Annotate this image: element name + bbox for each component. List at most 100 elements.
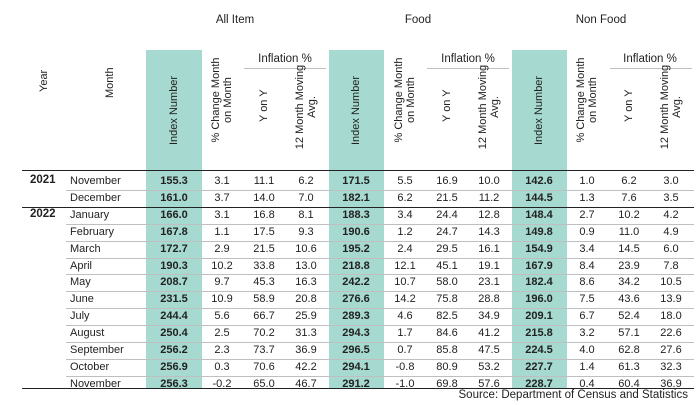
inflation-divider xyxy=(427,68,509,69)
value-cell: 34.2 xyxy=(618,276,640,289)
value-cell: 167.9 xyxy=(525,259,553,272)
value-cell: 5.6 xyxy=(214,310,230,323)
value-cell: 10.5 xyxy=(660,276,682,289)
value-cell: 3.0 xyxy=(663,175,679,187)
value-cell: 24.4 xyxy=(436,208,458,221)
value-cell: 6.2 xyxy=(397,191,413,204)
value-cell: 8.1 xyxy=(298,208,314,221)
month-cell: July xyxy=(70,310,90,323)
value-cell: 0.9 xyxy=(579,225,595,238)
value-cell: 10.2 xyxy=(618,208,640,221)
value-cell: 190.3 xyxy=(160,259,188,272)
value-cell: 276.6 xyxy=(342,293,370,306)
group-header: Food xyxy=(404,14,432,26)
value-cell: 0.7 xyxy=(397,344,413,356)
value-cell: 209.1 xyxy=(525,310,553,323)
value-cell: 3.2 xyxy=(579,327,595,340)
value-cell: 218.8 xyxy=(342,259,370,272)
value-cell: 208.7 xyxy=(160,276,188,289)
value-cell: 149.8 xyxy=(525,225,553,238)
row-divider xyxy=(66,189,694,191)
value-cell: 144.5 xyxy=(525,191,553,204)
value-cell: 58.0 xyxy=(436,276,458,289)
value-cell: 70.2 xyxy=(253,327,275,340)
value-cell: 294.1 xyxy=(342,360,370,373)
value-cell: 3.4 xyxy=(397,208,413,221)
value-cell: 11.0 xyxy=(618,225,640,238)
value-cell: 195.2 xyxy=(342,242,370,255)
column-header: Y on Y xyxy=(623,89,635,122)
value-cell: 0.4 xyxy=(579,377,595,390)
value-cell: 3.1 xyxy=(214,208,230,221)
value-cell: 250.4 xyxy=(160,327,188,340)
value-cell: 231.5 xyxy=(160,293,188,306)
value-cell: 3.7 xyxy=(214,191,230,204)
column-header: Y on Y xyxy=(441,89,453,122)
value-cell: 296.5 xyxy=(342,344,370,356)
value-cell: 9.7 xyxy=(214,276,230,289)
header-bottom-rule xyxy=(22,170,694,171)
source-note: Source: Department of Census and Statist… xyxy=(458,389,688,401)
value-cell: 4.9 xyxy=(663,225,679,238)
value-cell: 20.8 xyxy=(295,293,317,306)
month-cell: November xyxy=(70,377,121,390)
value-cell: 19.1 xyxy=(478,259,500,272)
value-cell: 4.6 xyxy=(397,310,413,323)
group-header: All Item xyxy=(215,14,255,26)
value-cell: 36.9 xyxy=(295,344,317,356)
value-cell: -0.2 xyxy=(212,377,232,390)
value-cell: 28.8 xyxy=(478,293,500,306)
value-cell: 10.2 xyxy=(211,259,233,272)
value-cell: 82.5 xyxy=(436,310,458,323)
row-divider xyxy=(66,358,694,360)
value-cell: 84.6 xyxy=(436,327,458,340)
value-cell: 4.0 xyxy=(579,344,595,356)
value-cell: 244.4 xyxy=(160,310,188,323)
value-cell: 182.1 xyxy=(342,191,370,204)
year-separator-rule xyxy=(22,206,694,208)
column-header: 12 Month Moving Avg. xyxy=(294,64,318,150)
value-cell: 21.5 xyxy=(253,242,275,255)
column-header: 12 Month Moving Avg. xyxy=(477,64,501,150)
value-cell: 31.3 xyxy=(295,327,317,340)
value-cell: 57.1 xyxy=(618,327,640,340)
row-divider xyxy=(66,325,694,327)
value-cell: 1.4 xyxy=(579,360,595,373)
inflation-divider xyxy=(244,68,326,69)
value-cell: 256.9 xyxy=(160,360,188,373)
value-cell: 16.1 xyxy=(478,242,500,255)
row-divider xyxy=(66,308,694,310)
value-cell: 291.2 xyxy=(342,377,370,390)
value-cell: 7.0 xyxy=(298,191,314,204)
value-cell: 43.6 xyxy=(618,293,640,306)
value-cell: 294.3 xyxy=(342,327,370,340)
inflation-header: Inflation % xyxy=(441,53,495,65)
value-cell: 11.2 xyxy=(478,191,500,204)
row-divider xyxy=(66,375,694,377)
group-header: Non Food xyxy=(575,14,627,26)
value-cell: 7.5 xyxy=(579,293,595,306)
value-cell: 2.5 xyxy=(214,327,230,340)
row-divider xyxy=(66,291,694,293)
value-cell: 256.2 xyxy=(160,344,188,356)
value-cell: 289.3 xyxy=(342,310,370,323)
index-column-highlight xyxy=(512,50,567,388)
value-cell: 1.7 xyxy=(397,327,413,340)
value-cell: 3.5 xyxy=(663,191,679,204)
value-cell: 80.9 xyxy=(436,360,458,373)
value-cell: 14.5 xyxy=(618,242,640,255)
value-cell: 16.3 xyxy=(295,276,317,289)
value-cell: 256.3 xyxy=(160,377,188,390)
value-cell: 166.0 xyxy=(160,208,188,221)
value-cell: 47.5 xyxy=(478,344,500,356)
column-header: Index Number xyxy=(350,75,362,145)
value-cell: 10.6 xyxy=(295,242,317,255)
value-cell: 66.7 xyxy=(253,310,275,323)
value-cell: 10.7 xyxy=(394,276,416,289)
value-cell: 8.6 xyxy=(579,276,595,289)
value-cell: 2.7 xyxy=(579,208,595,221)
value-cell: 6.2 xyxy=(298,175,314,187)
column-header: 12 Month Moving Avg. xyxy=(659,64,683,150)
row-divider xyxy=(66,342,694,343)
month-cell: February xyxy=(70,225,115,238)
